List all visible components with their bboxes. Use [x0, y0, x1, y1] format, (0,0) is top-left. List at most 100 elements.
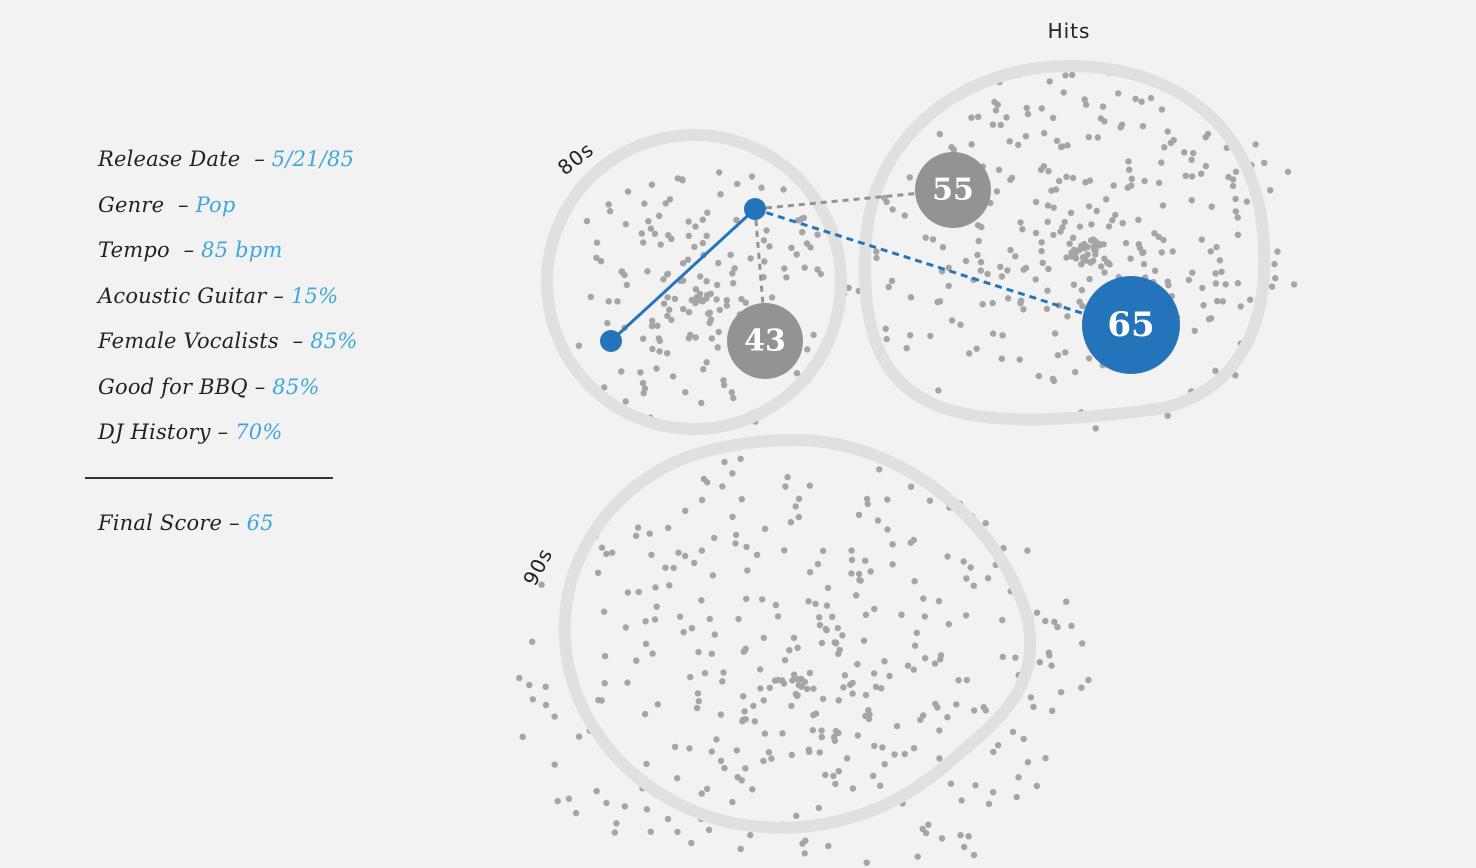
song-dot	[647, 225, 655, 232]
connector-to-65	[754, 207, 1089, 317]
song-dot	[587, 293, 594, 301]
song-dot	[698, 790, 705, 797]
song-dot	[1079, 640, 1086, 647]
song-dot	[1103, 196, 1110, 203]
song-dot	[684, 256, 692, 263]
song-dot	[1038, 105, 1046, 112]
song-dot	[1081, 96, 1088, 103]
song-dot	[721, 381, 728, 389]
song-dot	[1082, 179, 1089, 186]
song-dot	[960, 558, 967, 565]
song-dot	[720, 377, 727, 384]
song-dot	[831, 639, 838, 646]
song-dot	[731, 265, 738, 272]
song-dot	[732, 540, 739, 547]
song-dot	[972, 782, 979, 789]
song-dot	[768, 755, 775, 762]
song-dot	[801, 850, 808, 857]
song-dot	[917, 716, 924, 724]
song-dot	[812, 710, 820, 717]
song-dot	[1234, 214, 1242, 221]
song-dot	[882, 325, 889, 332]
song-dot	[993, 188, 1001, 195]
song-dot	[1042, 617, 1049, 625]
final-score-row: Final Score – 65	[98, 504, 274, 550]
song-dot	[1096, 240, 1103, 248]
song-dot	[891, 751, 898, 758]
song-dot	[1069, 71, 1076, 79]
song-dot	[809, 727, 816, 734]
song-dot	[795, 513, 802, 521]
song-dot	[805, 598, 812, 605]
song-dot	[1290, 281, 1298, 288]
song-dot	[1027, 694, 1035, 701]
song-dot	[668, 235, 675, 242]
song-dot	[1135, 216, 1142, 223]
song-dot	[1076, 223, 1084, 230]
song-dot	[633, 657, 640, 664]
song-dot	[713, 736, 720, 743]
song-dot	[1164, 412, 1171, 419]
song-dot	[642, 640, 650, 647]
song-dot	[1185, 276, 1193, 284]
attribute-separator: –	[254, 147, 265, 171]
song-dot	[1158, 249, 1166, 256]
song-dot	[1084, 251, 1091, 258]
song-dot	[865, 707, 872, 714]
song-dot	[835, 729, 842, 737]
song-dot	[728, 389, 735, 396]
song-dot	[1115, 90, 1122, 97]
song-dot	[699, 216, 706, 223]
song-dot	[997, 121, 1004, 129]
song-dot	[609, 549, 616, 556]
song-dot	[955, 677, 962, 684]
song-dot	[881, 658, 888, 665]
song-dot	[967, 564, 974, 571]
song-dot	[1007, 176, 1014, 183]
song-dot	[529, 638, 536, 645]
song-dot	[729, 470, 736, 477]
song-dot	[605, 298, 612, 305]
song-dot	[635, 588, 642, 596]
song-dot	[621, 803, 628, 810]
song-dot	[936, 130, 943, 138]
song-dot	[1088, 221, 1095, 228]
attribute-row: Tempo – 85 bpm	[98, 231, 428, 277]
song-dot	[867, 568, 874, 575]
song-dot	[1039, 259, 1046, 266]
song-dot	[1212, 270, 1219, 277]
song-dot	[516, 674, 523, 682]
song-dot	[935, 597, 943, 605]
song-dot	[760, 757, 767, 765]
song-dot	[793, 370, 801, 377]
song-dot	[788, 702, 795, 710]
song-dot	[1140, 260, 1148, 268]
song-dot	[1068, 622, 1075, 629]
song-dot	[840, 684, 847, 691]
song-dot	[965, 833, 972, 840]
song-dot	[680, 305, 687, 313]
song-dot	[881, 761, 888, 768]
attribute-value: 85%	[310, 329, 358, 353]
attribute-row: Genre – Pop	[98, 186, 428, 232]
song-dot	[860, 637, 868, 644]
song-dot	[953, 701, 960, 708]
song-dot	[1007, 246, 1014, 254]
song-dot	[575, 342, 583, 349]
song-dot	[703, 359, 710, 366]
song-dot	[1271, 260, 1278, 268]
song-dot	[744, 567, 751, 574]
song-dot	[641, 385, 649, 392]
song-dot	[1188, 156, 1195, 163]
song-dot	[675, 549, 682, 556]
song-dot	[666, 196, 674, 203]
song-dot	[936, 755, 943, 762]
attribute-label: Female Vocalists	[98, 329, 279, 353]
song-dot	[975, 237, 982, 245]
song-dot	[662, 564, 669, 571]
song-dot	[979, 301, 986, 308]
song-dot	[787, 519, 795, 526]
song-dot	[1064, 142, 1071, 149]
song-dot	[794, 217, 802, 224]
song-dot	[1261, 159, 1268, 166]
